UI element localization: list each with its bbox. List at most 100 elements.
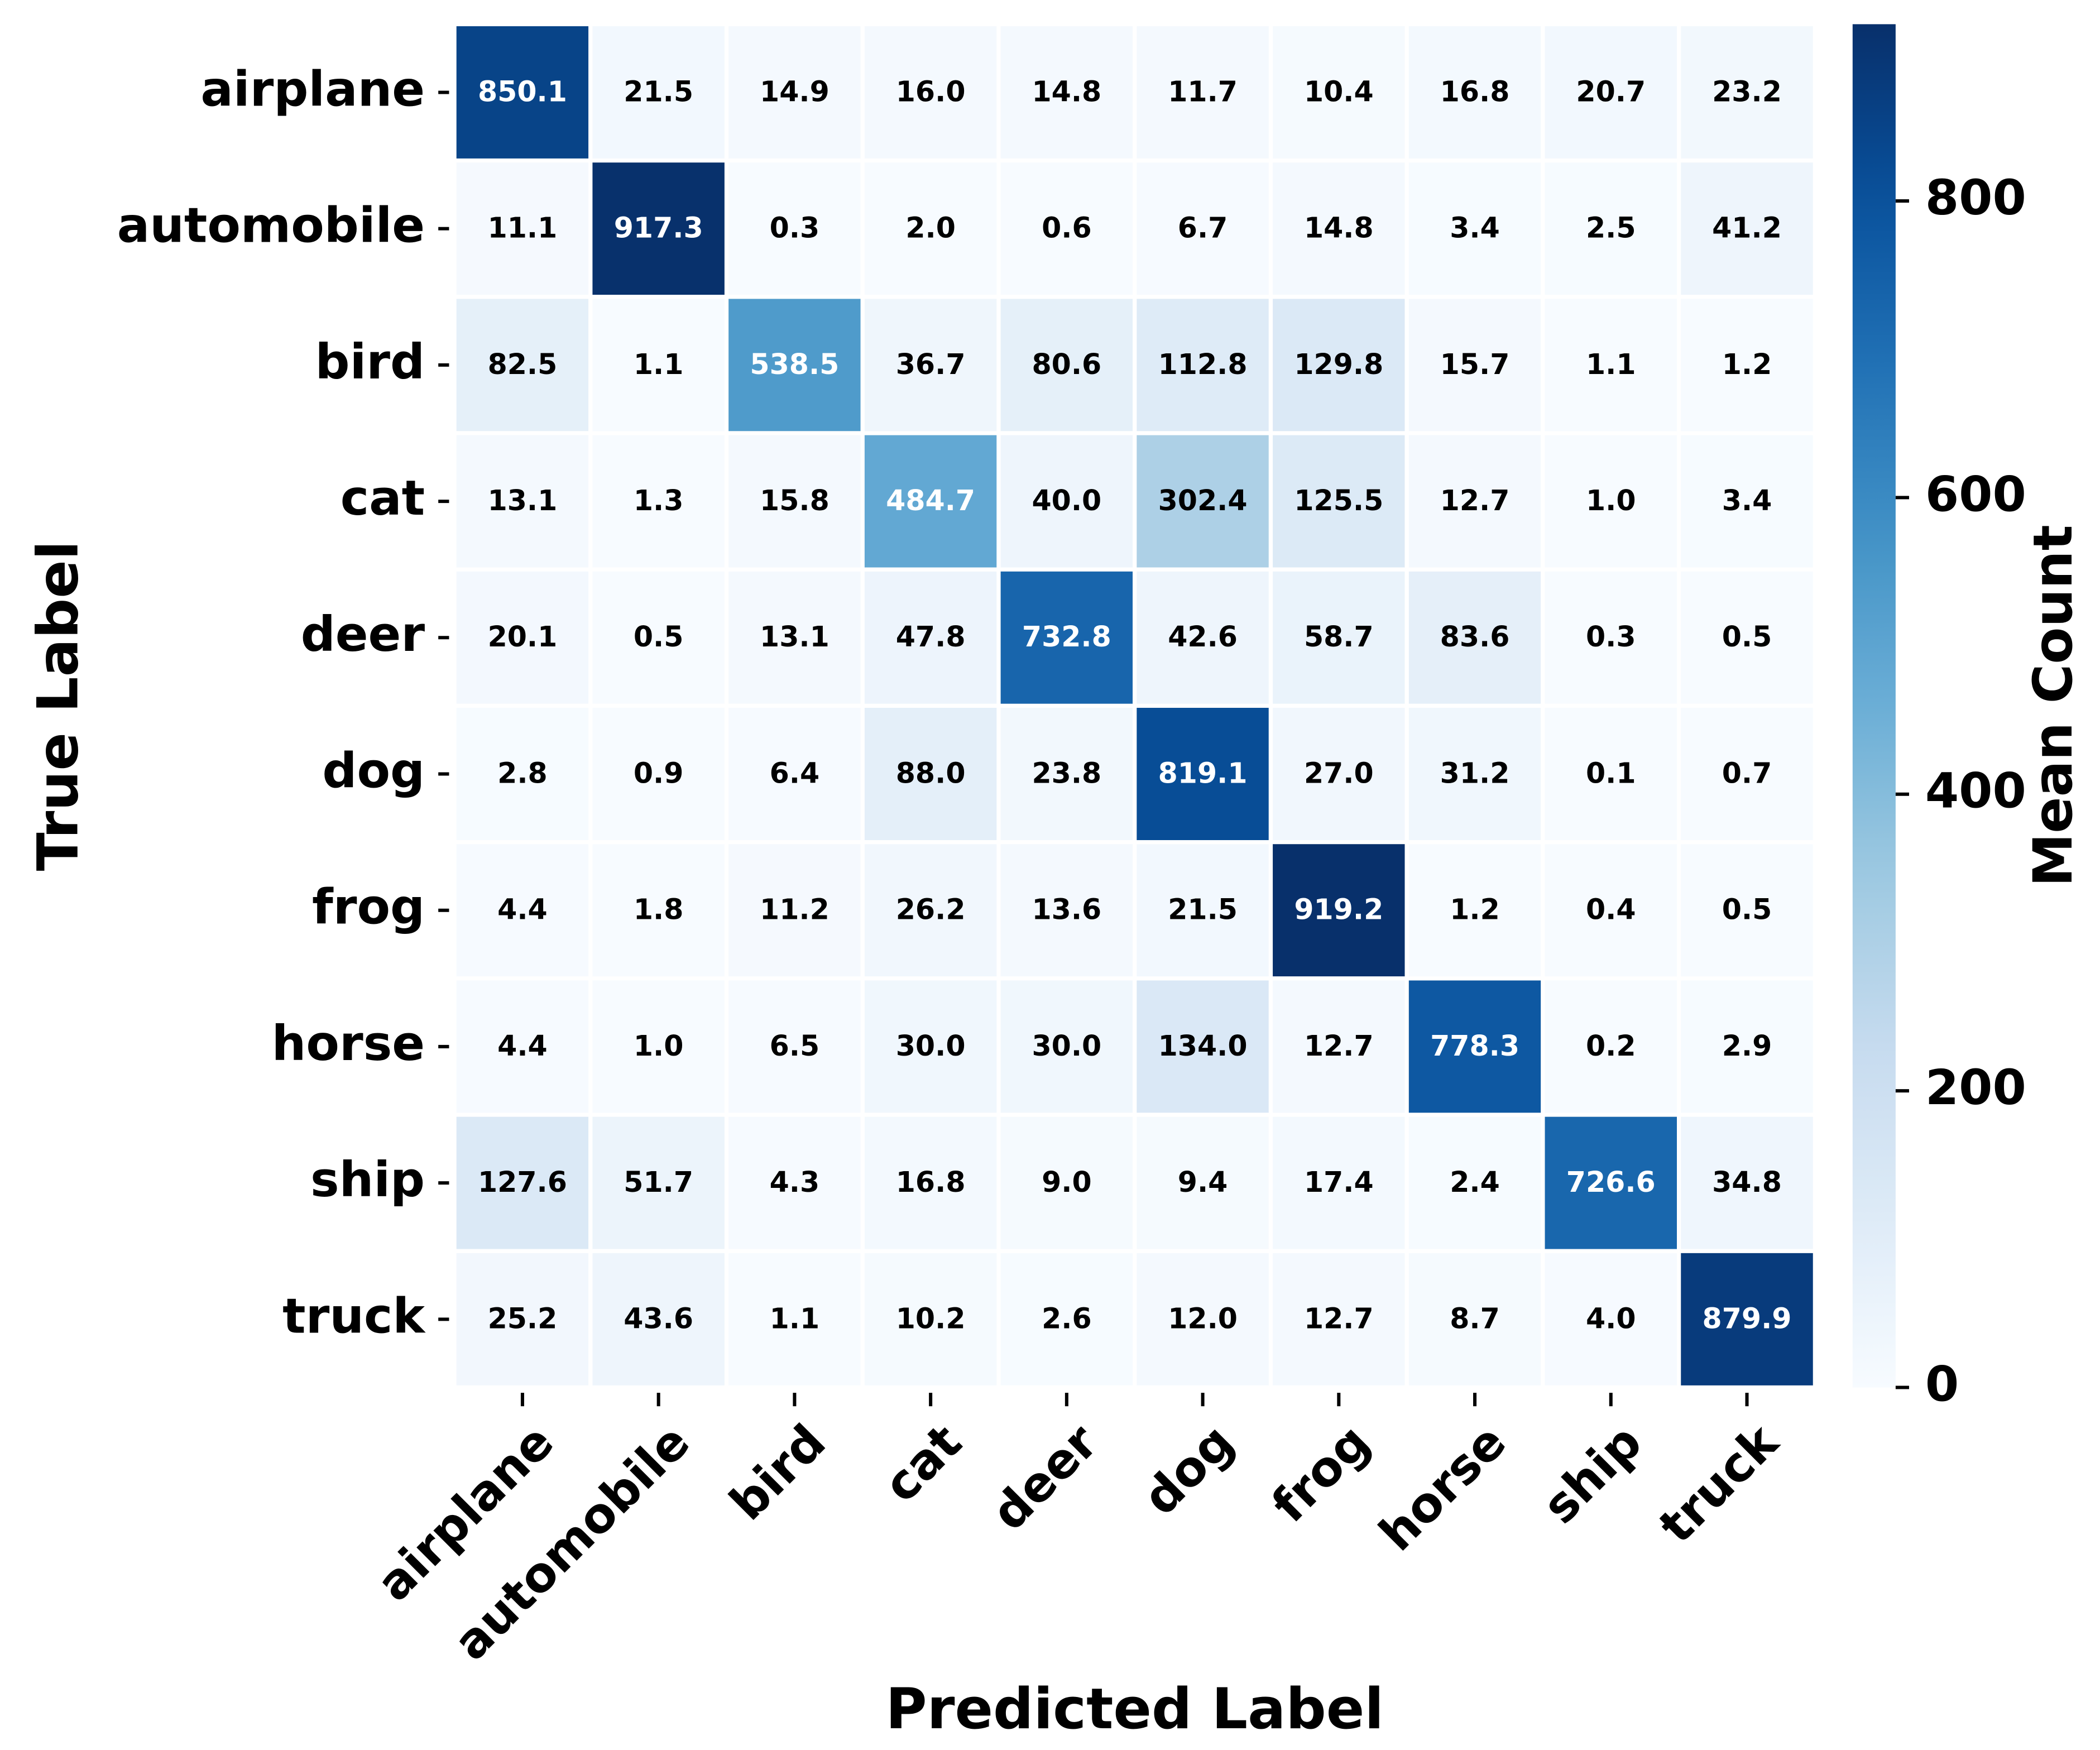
heatmap-cell [1541, 295, 1681, 435]
colorbar-tick-label: 800 [1925, 170, 2026, 226]
cell-label: 1.8 [634, 893, 684, 926]
heatmap-cell [860, 976, 1001, 1117]
heatmap-cell [724, 1249, 865, 1390]
cell-label: 13.1 [488, 484, 558, 517]
cell-label: 129.8 [1294, 348, 1383, 381]
cell-label: 850.1 [478, 75, 567, 108]
cell-label: 0.4 [1586, 893, 1636, 926]
x-tick-label: frog [1262, 1414, 1381, 1533]
cell-label: 6.4 [770, 756, 820, 789]
cell-label: 34.8 [1712, 1166, 1782, 1198]
heatmap-cell [1268, 976, 1409, 1117]
cell-label: 3.4 [1450, 212, 1500, 244]
cell-label: 2.4 [1450, 1166, 1500, 1198]
cell-label: 2.5 [1586, 212, 1636, 244]
cell-label: 917.3 [614, 212, 703, 244]
y-tick-label: airplane [200, 61, 425, 117]
heatmap-cell [1677, 976, 1817, 1117]
cell-label: 4.3 [770, 1166, 820, 1198]
cell-label: 11.7 [1168, 75, 1238, 108]
heatmap-cell [452, 703, 593, 845]
heatmap-cell [1404, 567, 1545, 708]
heatmap-cell [860, 1113, 1001, 1253]
cell-label: 83.6 [1440, 620, 1510, 653]
cell-label: 1.2 [1722, 348, 1772, 381]
heatmap-cell [1677, 22, 1817, 163]
colorbar [1852, 24, 1896, 1388]
cell-label: 13.1 [760, 620, 830, 653]
cell-label: 21.5 [624, 75, 693, 108]
heatmap-cell [1677, 567, 1817, 708]
x-tick-label: horse [1369, 1414, 1517, 1562]
heatmap-cell [1133, 840, 1273, 981]
cell-label: 25.2 [488, 1302, 558, 1335]
cell-label: 43.6 [624, 1302, 693, 1335]
cell-label: 41.2 [1712, 212, 1782, 244]
cell-label: 0.7 [1722, 756, 1772, 789]
heatmap-cell [1404, 1113, 1545, 1253]
cell-label: 11.1 [488, 212, 558, 244]
cell-label: 31.2 [1440, 756, 1510, 789]
cell-label: 819.1 [1158, 756, 1248, 789]
heatmap-cell [1677, 1249, 1817, 1390]
heatmap-cell [1268, 431, 1409, 572]
cell-label: 51.7 [624, 1166, 693, 1198]
y-tick-label: cat [341, 471, 425, 526]
heatmap-cell [724, 976, 865, 1117]
heatmap-cell [452, 840, 593, 981]
x-tick-label: automobile [443, 1414, 701, 1671]
cell-label: 0.5 [1722, 893, 1772, 926]
heatmap-cell [588, 295, 729, 435]
heatmap-cell [1404, 22, 1545, 163]
heatmap-cell [724, 703, 865, 845]
y-tick-label: dog [322, 743, 425, 799]
x-tick-label: dog [1133, 1414, 1245, 1526]
heatmap-cell [1404, 976, 1545, 1117]
cell-label: 0.6 [1042, 212, 1092, 244]
x-tick-label: deer [981, 1414, 1109, 1541]
heatmap-cell [1133, 22, 1273, 163]
y-tick-label: horse [272, 1016, 425, 1072]
heatmap-cell [1268, 295, 1409, 435]
cell-label: 726.6 [1566, 1166, 1656, 1198]
cell-label: 1.1 [1586, 348, 1636, 381]
heatmap-cell [1133, 158, 1273, 299]
y-tick-label: bird [315, 334, 425, 390]
cell-label: 4.4 [497, 1029, 548, 1062]
x-tick-label: truck [1649, 1413, 1790, 1555]
cell-label: 36.7 [896, 348, 966, 381]
heatmap-cell [452, 1249, 593, 1390]
x-tick-label: bird [720, 1414, 837, 1531]
cell-label: 14.9 [760, 75, 830, 108]
colorbar-tick-label: 400 [1925, 764, 2026, 819]
heatmap-cell [1133, 1249, 1273, 1390]
y-tick-label: frog [312, 880, 425, 936]
cell-label: 17.4 [1304, 1166, 1374, 1198]
heatmap-cell [1541, 976, 1681, 1117]
heatmap-cell [1677, 295, 1817, 435]
heatmap-cell [1404, 840, 1545, 981]
cell-label: 80.6 [1032, 348, 1101, 381]
cell-label: 3.4 [1722, 484, 1772, 517]
heatmap-cell [588, 1249, 729, 1390]
heatmap-cell [452, 22, 593, 163]
cell-label: 778.3 [1430, 1029, 1519, 1062]
cell-label: 112.8 [1158, 348, 1248, 381]
cell-label: 11.2 [760, 893, 830, 926]
cell-label: 1.3 [634, 484, 684, 517]
cell-label: 732.8 [1022, 620, 1111, 653]
x-tick-label: ship [1532, 1414, 1653, 1535]
y-axis-label: True Label [25, 540, 91, 871]
cell-label: 20.7 [1576, 75, 1646, 108]
cell-label: 1.1 [770, 1302, 820, 1335]
cell-label: 1.0 [634, 1029, 684, 1062]
heatmap-cell [996, 703, 1137, 845]
cell-label: 302.4 [1158, 484, 1248, 517]
cell-label: 23.8 [1032, 756, 1101, 789]
heatmap-cell [1268, 158, 1409, 299]
heatmap-cell [1677, 1113, 1817, 1253]
cell-label: 12.7 [1304, 1302, 1374, 1335]
heatmap-cell [860, 158, 1001, 299]
heatmap-cell [1133, 703, 1273, 845]
